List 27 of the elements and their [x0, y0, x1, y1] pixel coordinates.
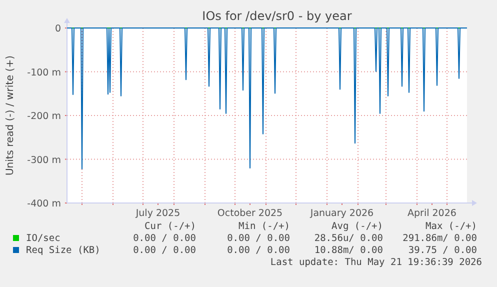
legend-label: IO/sec [26, 233, 60, 244]
text: 10.88m/ 0.00 [314, 245, 384, 256]
chart-title: IOs for /dev/sr0 - by year [202, 9, 352, 23]
x-tick-label: April 2026 [408, 208, 456, 219]
line-series [66, 28, 468, 170]
text: 39.75 / 0.00 [408, 245, 478, 256]
text: Min (-/+) [238, 221, 290, 232]
text: Max (-/+) [426, 221, 477, 232]
x-tick-label: October 2025 [217, 208, 283, 219]
text: Avg (-/+) [332, 221, 383, 232]
text: 0.00 / 0.00 [227, 245, 290, 256]
x-tick-label: January 2026 [309, 208, 374, 219]
text: Cur (-/+) [144, 221, 196, 232]
legend-label: Req Size (KB) [26, 245, 100, 256]
y-tick-label: -400 m [27, 198, 61, 210]
x-tick-label: July 2025 [134, 208, 180, 219]
y-tick-label: -200 m [27, 111, 61, 122]
y-axis-title: Units read (-) / write (+) [5, 55, 16, 176]
text: 0.00 / 0.00 [133, 233, 196, 244]
text: 28.56u/ 0.00 [314, 233, 384, 244]
y-tick-label: -300 m [27, 154, 61, 166]
text: 291.86m/ 0.00 [402, 233, 478, 244]
text: Last update: Thu May 21 19:36:39 2026 [270, 257, 482, 268]
y-tick-label: -100 m [27, 67, 61, 78]
text: 0.00 / 0.00 [227, 233, 290, 244]
text: 0.00 / 0.00 [133, 245, 196, 256]
y-tick-label: 0 [54, 24, 61, 34]
